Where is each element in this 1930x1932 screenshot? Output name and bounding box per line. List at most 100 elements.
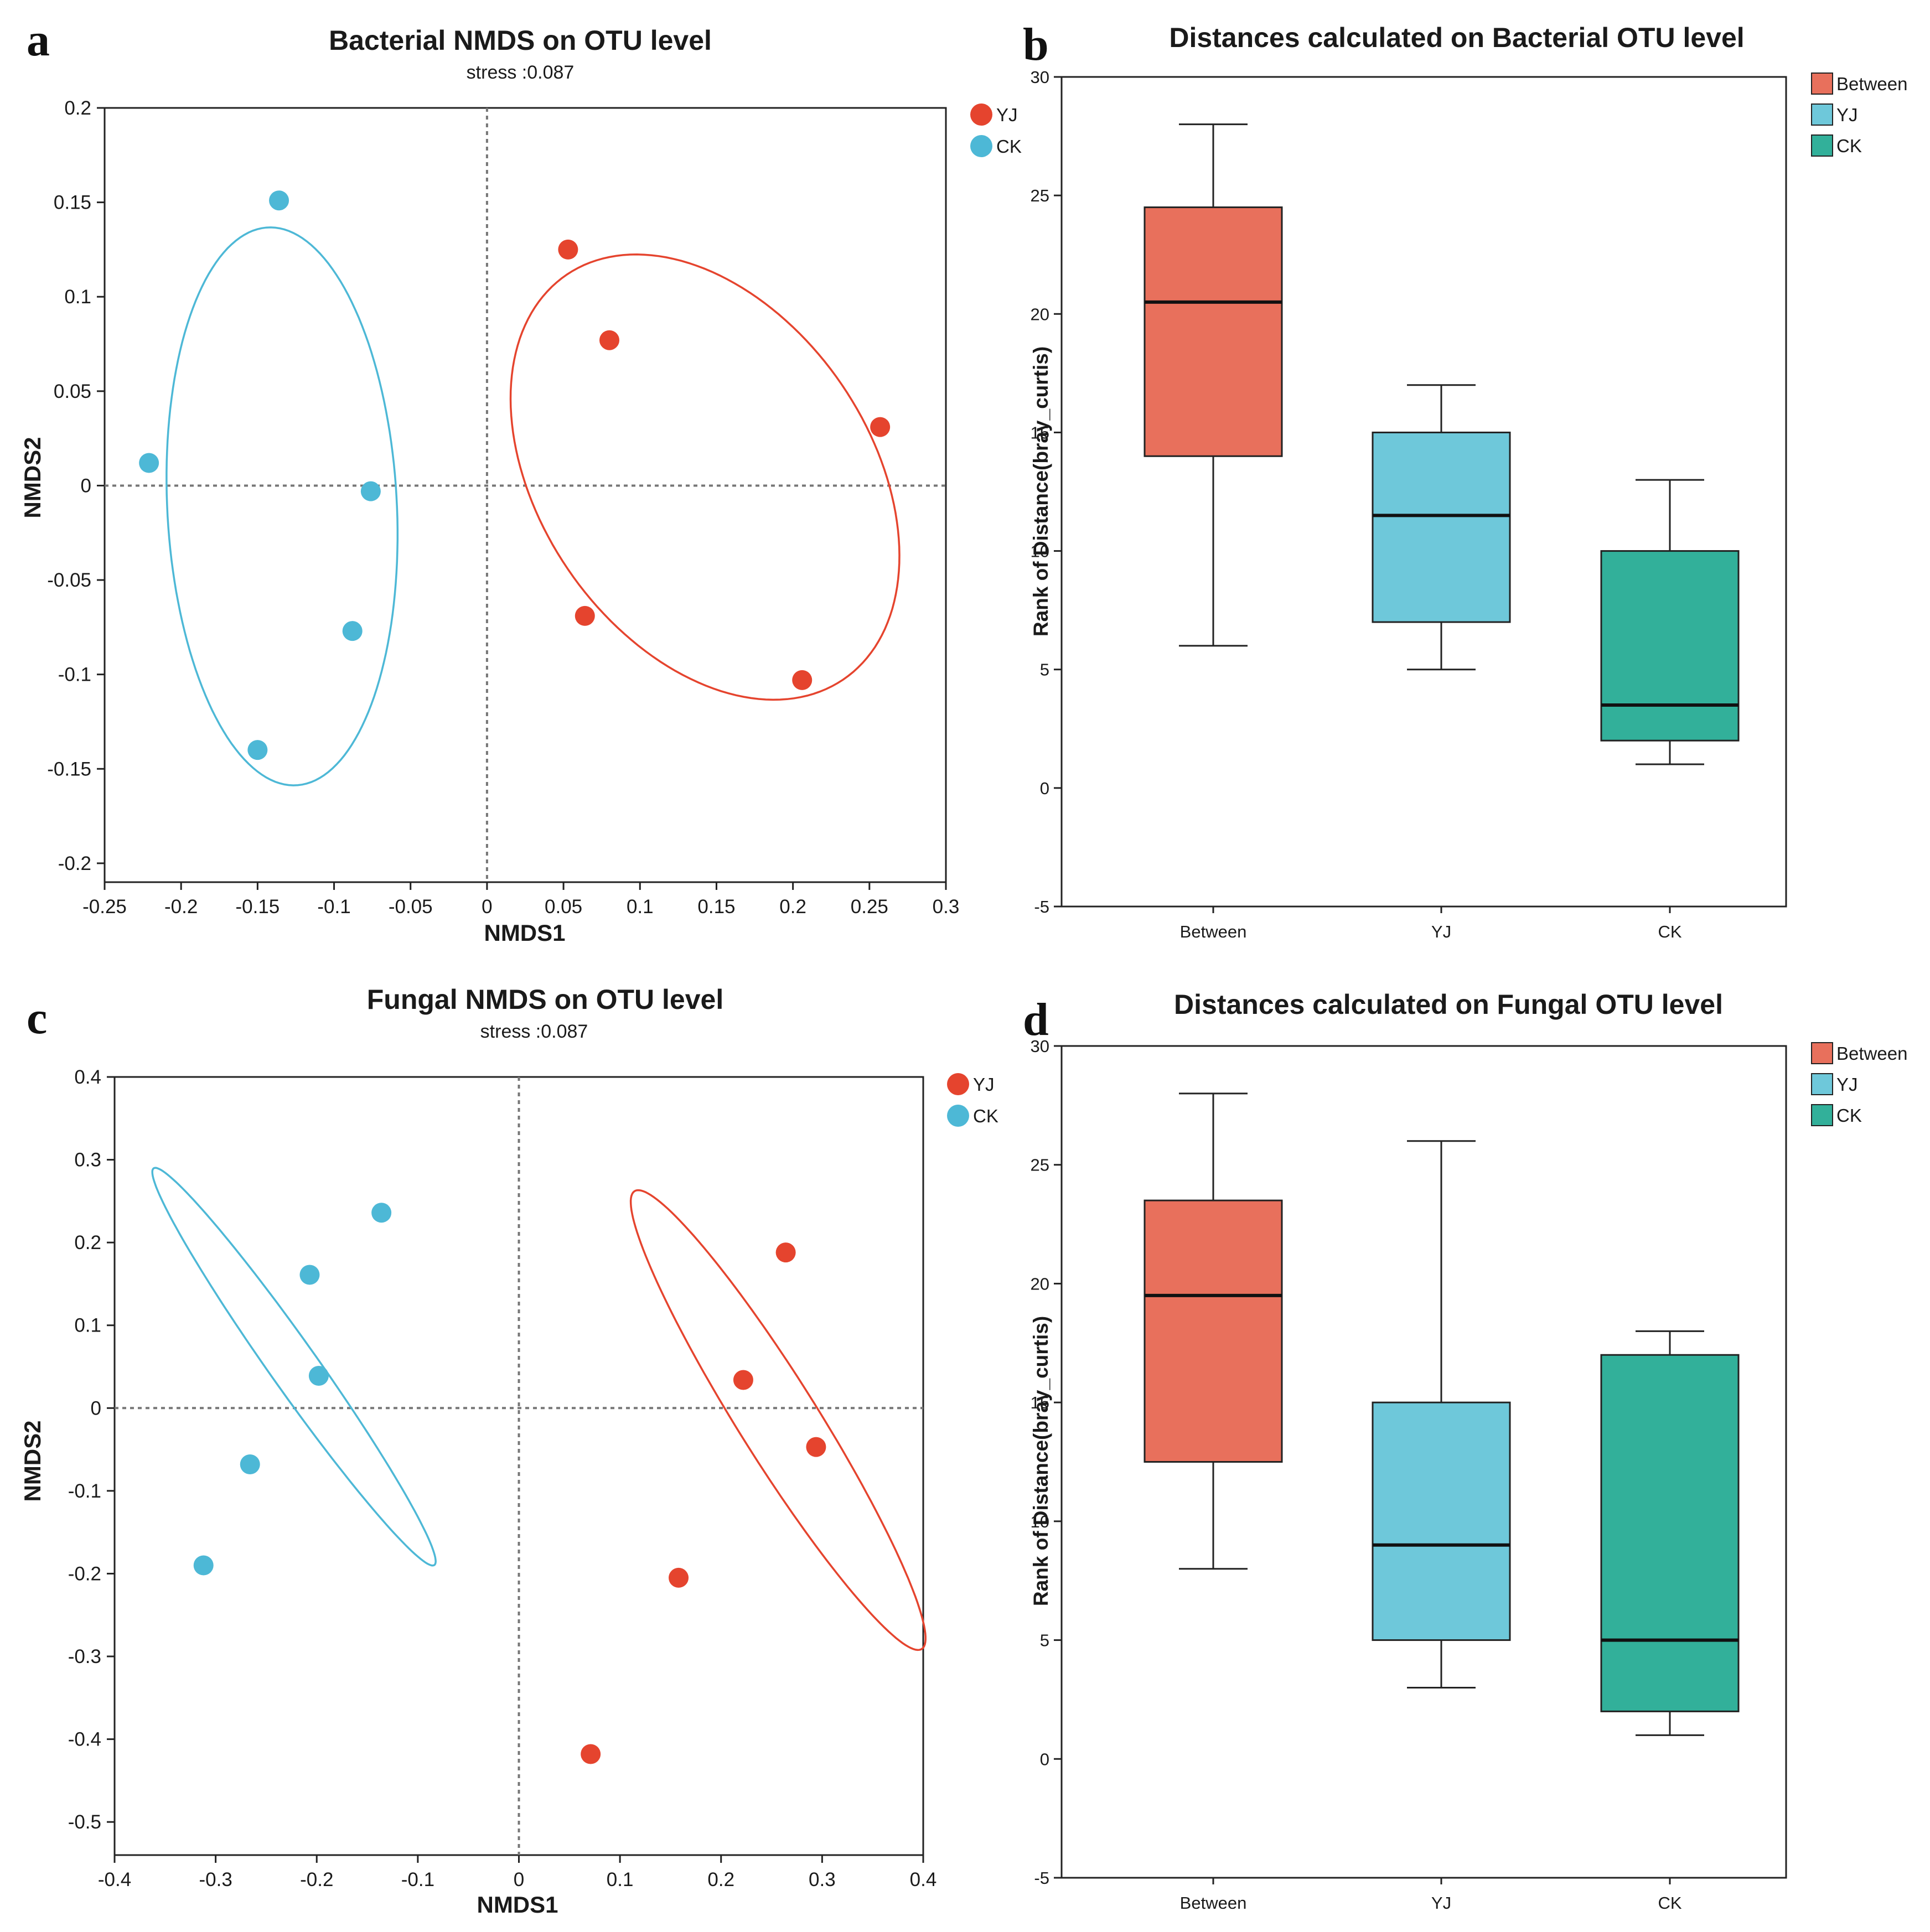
y-tick-label: 0 (1040, 1749, 1049, 1769)
x-tick-label: Between (1180, 1893, 1247, 1913)
y-tick-label: 10 (1031, 1512, 1049, 1531)
x-tick-label: 0 (514, 1869, 524, 1890)
x-tick-label: CK (1658, 922, 1681, 941)
x-tick-label: YJ (1431, 922, 1451, 941)
box-between (1143, 1199, 1283, 1463)
panel-letter-b: b (1023, 19, 1049, 70)
x-tick-label: -0.1 (317, 896, 350, 918)
y-tick-label: 25 (1031, 186, 1049, 205)
legend-swatch-between (1811, 72, 1833, 95)
y-tick-label: -0.2 (68, 1563, 101, 1584)
y-tick-label: -5 (1034, 897, 1049, 916)
point-ck (240, 1454, 260, 1475)
point-yj (599, 330, 619, 350)
point-ck (360, 481, 381, 501)
y-tick-label: 20 (1031, 1274, 1049, 1293)
point-yj (870, 417, 891, 437)
ellipse-yj (509, 253, 901, 701)
x-tick-label: 0.05 (545, 896, 582, 918)
legend-marker-yj (970, 103, 992, 126)
legend-label-yj: YJ (996, 105, 1018, 125)
point-ck (247, 740, 268, 760)
legend-swatch-ck (1811, 1104, 1833, 1126)
y-tick-label: 0.1 (74, 1315, 101, 1337)
legend: YJ CK (970, 103, 1022, 157)
box-yj (1372, 1401, 1511, 1641)
y-tick-label: -0.4 (68, 1729, 101, 1750)
y-tick-label: 10 (1031, 542, 1049, 561)
panel-c: c Fungal NMDS on OTU level stress :0.087… (19, 984, 998, 1918)
y-axis-label: Rank of Distance(bray_curtis) (1029, 346, 1052, 636)
x-tick-label: 0.3 (809, 1869, 836, 1890)
point-yj (558, 239, 578, 260)
point-yj (806, 1437, 826, 1457)
legend-marker-yj (947, 1073, 969, 1095)
x-tick-label: 0.3 (933, 896, 960, 918)
y-tick-label: 20 (1031, 304, 1049, 324)
point-ck (299, 1265, 320, 1285)
point-yj (669, 1567, 689, 1588)
plot-frame (1060, 76, 1787, 908)
x-tick-label: -0.4 (98, 1869, 131, 1890)
legend-swatch-yj (1811, 1073, 1833, 1095)
y-tick-label: -0.5 (68, 1811, 101, 1833)
x-axis-label: NMDS1 (484, 920, 565, 946)
x-tick-label: 0.15 (697, 896, 735, 918)
box-yj (1372, 431, 1511, 623)
point-ck (371, 1203, 392, 1223)
legend-swatch-yj (1811, 103, 1833, 126)
plot-frame (104, 107, 947, 883)
y-axis-label: NMDS2 (19, 437, 45, 518)
x-tick-label: 0.2 (707, 1869, 734, 1890)
x-tick-label: Between (1180, 922, 1247, 941)
y-axis-label: Rank of Distance(bray_curtis) (1029, 1316, 1052, 1606)
y-tick-label: 0.05 (54, 381, 91, 402)
y-tick-label: -0.1 (68, 1480, 101, 1502)
legend: Between YJ CK (1811, 72, 1907, 157)
legend-label-yj: YJ (973, 1074, 995, 1095)
chart-subtitle: stress :0.087 (480, 1021, 588, 1042)
legend-label-yj: YJ (1836, 1074, 1858, 1095)
y-tick-label: 0.2 (74, 1232, 101, 1254)
y-tick-label: -5 (1034, 1868, 1049, 1888)
y-tick-label: 5 (1040, 660, 1049, 680)
x-tick-label: 0.4 (910, 1869, 937, 1890)
y-tick-label: 15 (1031, 1393, 1049, 1412)
x-tick-label: 0.1 (627, 896, 654, 918)
panel-letter-a: a (27, 14, 50, 66)
legend-marker-ck (970, 135, 992, 157)
x-tick-label: -0.25 (82, 896, 127, 918)
x-tick-label: -0.15 (235, 896, 280, 918)
panel-letter-c: c (27, 992, 47, 1044)
legend-label-between: Between (1836, 1043, 1907, 1064)
y-axis-label: NMDS2 (19, 1420, 45, 1501)
y-tick-label: 25 (1031, 1156, 1049, 1175)
legend-swatch-between (1811, 1042, 1833, 1064)
y-tick-label: -0.15 (47, 758, 91, 780)
point-ck (139, 453, 159, 473)
chart-title: Distances calculated on Fungal OTU level (1174, 989, 1723, 1020)
box-ck (1600, 550, 1740, 742)
y-tick-label: 0.1 (64, 286, 91, 308)
legend-label-ck: CK (996, 136, 1022, 157)
ellipse-ck (165, 226, 399, 786)
x-tick-label: -0.2 (164, 896, 198, 918)
panel-a: a Bacterial NMDS on OTU level stress :0.… (19, 14, 1022, 946)
chart-title: Fungal NMDS on OTU level (367, 984, 723, 1015)
y-tick-label: 0.2 (64, 97, 91, 119)
point-ck (193, 1555, 214, 1576)
y-tick-label: -0.2 (58, 853, 91, 874)
y-tick-label: 0.4 (74, 1066, 101, 1088)
ellipse-ck (151, 1167, 437, 1567)
x-axis-label: NMDS1 (477, 1892, 558, 1918)
y-tick-label: 15 (1031, 423, 1049, 442)
legend-label-ck: CK (1836, 136, 1862, 156)
x-tick-label: -0.05 (389, 896, 433, 918)
plot-frame (1060, 1045, 1787, 1879)
x-tick-label: -0.3 (199, 1869, 232, 1890)
legend-label-ck: CK (1836, 1105, 1862, 1126)
y-tick-label: 0 (81, 475, 91, 496)
box-between (1143, 206, 1283, 457)
panel-b: b Distances calculated on Bacterial OTU … (1023, 19, 1907, 941)
y-tick-label: 5 (1040, 1631, 1049, 1650)
